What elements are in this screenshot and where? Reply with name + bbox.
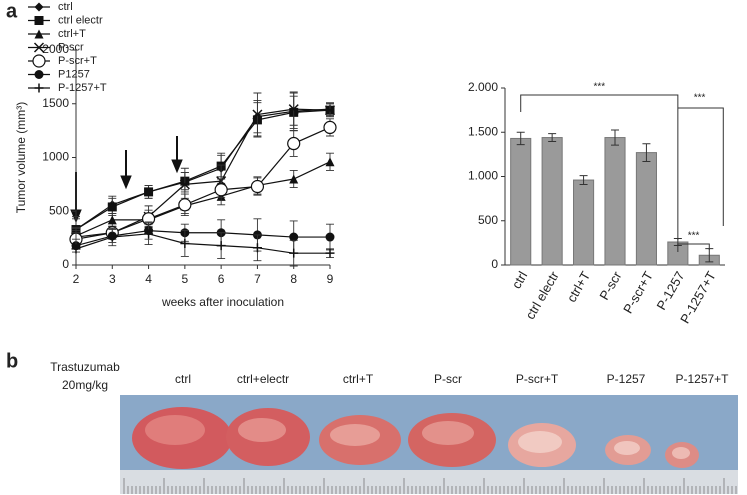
y-tick-label: 500 <box>49 203 69 217</box>
marker <box>180 239 190 248</box>
marker <box>107 202 117 212</box>
significance-label: *** <box>694 93 706 104</box>
marker <box>252 109 263 120</box>
tumor-photo <box>120 395 738 494</box>
x-tick-label: P-scr <box>596 268 624 302</box>
y-tick-label: 1.500 <box>468 124 498 138</box>
x-tick-label: 2 <box>73 272 80 286</box>
y-tick-label: 1000 <box>42 150 69 164</box>
error-bar <box>516 131 525 146</box>
treatment-label: Trastuzumab <box>50 360 120 374</box>
lane-label: ctrl+T <box>343 372 374 386</box>
x-tick-label: P-1257 <box>653 269 687 313</box>
marker <box>71 244 81 254</box>
marker <box>216 241 226 251</box>
significance-label: *** <box>593 82 605 93</box>
marker <box>289 248 299 258</box>
marker <box>144 229 154 239</box>
x-tick-label: 7 <box>254 272 261 286</box>
dose-label: 20mg/kg <box>62 378 108 392</box>
x-tick-label: 4 <box>145 272 152 286</box>
significance-bracket <box>520 94 679 240</box>
error-bar <box>642 143 651 162</box>
marker <box>287 136 301 151</box>
marker <box>34 83 44 93</box>
x-tick-label: ctrl+T <box>564 269 593 305</box>
y-tick-label: 0 <box>62 257 69 271</box>
y-tick-label: 1500 <box>42 96 69 110</box>
x-tick-label: 6 <box>218 272 225 286</box>
marker <box>252 243 262 253</box>
significance-bracket <box>677 243 710 252</box>
marker <box>107 232 117 242</box>
marker <box>214 183 228 197</box>
bar <box>541 137 563 266</box>
treatment-arrows <box>70 136 183 224</box>
marker <box>325 232 335 242</box>
marker <box>289 174 299 184</box>
y-tick-label: 1.000 <box>468 169 498 183</box>
marker <box>325 248 335 258</box>
marker <box>179 179 190 190</box>
marker <box>34 70 44 79</box>
lane-label: P-1257+T <box>675 372 729 386</box>
marker <box>34 2 44 12</box>
x-tick-label: P-scr+T <box>620 269 656 316</box>
lane-label: ctrl+electr <box>237 372 289 386</box>
legend-label: P-1257+T <box>58 82 107 94</box>
significance-bracket <box>677 107 724 226</box>
y-axis-label: Tumor volume (mm³) <box>14 102 28 214</box>
y-tick-label: 500 <box>478 213 498 227</box>
legend-label: P-scr+T <box>58 55 97 67</box>
y-tick-label: 2.000 <box>468 80 498 94</box>
legend-label: ctrl <box>58 1 73 13</box>
x-tick-label: 5 <box>182 272 189 286</box>
marker <box>178 198 192 212</box>
x-tick-label: 3 <box>109 272 116 286</box>
marker <box>324 105 336 116</box>
bar <box>635 152 657 266</box>
bar <box>604 137 626 266</box>
error-bar <box>579 175 588 185</box>
marker <box>323 120 337 135</box>
series-line <box>75 161 331 237</box>
legend-label: P1257 <box>58 68 90 80</box>
legend-label: P-scr <box>58 41 84 53</box>
marker <box>325 157 335 167</box>
y-tick-label: 0 <box>491 257 498 271</box>
marker <box>32 54 46 68</box>
x-tick-label: ctrl <box>509 269 531 292</box>
panel-label: a <box>6 0 18 22</box>
x-tick-label: 8 <box>290 272 297 286</box>
legend-label: ctrl+T <box>58 28 86 40</box>
lane-label: P-scr+T <box>516 372 559 386</box>
marker <box>289 232 299 242</box>
series-line <box>75 229 330 247</box>
x-tick-label: 9 <box>327 272 334 286</box>
y-tick-label: 2000 <box>42 42 69 56</box>
lane-label: ctrl <box>175 372 191 386</box>
significance-label: *** <box>688 231 700 242</box>
lane-label: P-1257 <box>607 372 646 386</box>
marker <box>34 16 44 25</box>
series-line <box>75 109 331 231</box>
bar <box>510 137 532 266</box>
series-line <box>75 108 331 231</box>
panel-label: b <box>6 350 18 372</box>
marker <box>144 187 154 197</box>
marker <box>107 215 117 225</box>
error-bar <box>611 129 619 146</box>
bar <box>573 179 595 266</box>
x-axis-label: weeks after inoculation <box>161 295 284 309</box>
marker <box>33 42 45 53</box>
marker <box>34 29 44 39</box>
marker <box>250 179 265 194</box>
series-line <box>75 233 330 254</box>
marker <box>288 104 299 115</box>
error-bar <box>548 133 557 143</box>
legend-label: ctrl electr <box>58 14 103 26</box>
lane-label: P-scr <box>434 372 462 386</box>
